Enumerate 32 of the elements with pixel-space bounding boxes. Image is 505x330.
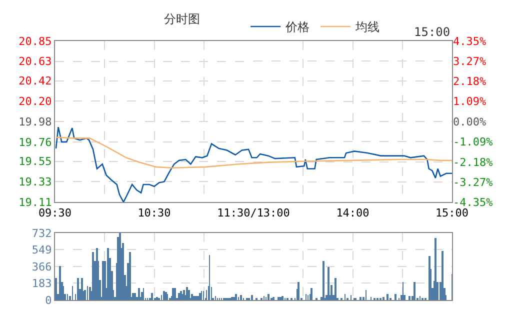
x-tick-label: 09:30: [38, 206, 72, 220]
chart-title: 分时图: [164, 12, 200, 26]
legend-label: 价格: [284, 20, 310, 34]
y-tick-label: 183: [32, 277, 52, 290]
y-tick-label: 20.85: [18, 34, 52, 48]
text: 15:00: [414, 25, 450, 39]
y-tick-label: 20.63: [18, 55, 52, 68]
x-tick-label: 11:30/13:00: [217, 206, 290, 220]
y-tick-label: 549: [32, 244, 52, 257]
y-tick-label: 20.20: [18, 95, 52, 108]
legend-label: 均线: [354, 20, 380, 34]
y2-tick-label: -2.18%: [453, 156, 494, 169]
y2-tick-label: 3.27%: [453, 54, 486, 68]
y2-tick-label: -1.09%: [453, 136, 494, 149]
y2-tick-label: 1.09%: [453, 95, 486, 108]
y-tick-label: 732: [32, 226, 52, 240]
y-tick-label: 20.42: [18, 74, 52, 88]
y-tick-label: 19.11: [18, 196, 52, 209]
y-tick-label: 19.98: [18, 115, 52, 128]
x-tick-label: 14:00: [336, 206, 370, 220]
x-tick-label: 10:30: [138, 206, 171, 220]
y-tick-label: 0: [45, 294, 52, 307]
x-tick-label: 15:00: [435, 206, 469, 220]
y2-tick-label: 2.18%: [453, 75, 486, 88]
y-tick-label: 19.55: [18, 155, 52, 168]
y2-tick-label: 4.35%: [453, 34, 486, 48]
y2-tick-label: -3.27%: [453, 176, 494, 189]
y2-tick-label: 0.00%: [453, 115, 486, 128]
y2-tick-label: -4.35%: [453, 196, 494, 209]
y-tick-label: 19.33: [18, 176, 52, 189]
y-tick-label: 19.76: [18, 136, 52, 149]
y-tick-label: 366: [32, 260, 52, 274]
